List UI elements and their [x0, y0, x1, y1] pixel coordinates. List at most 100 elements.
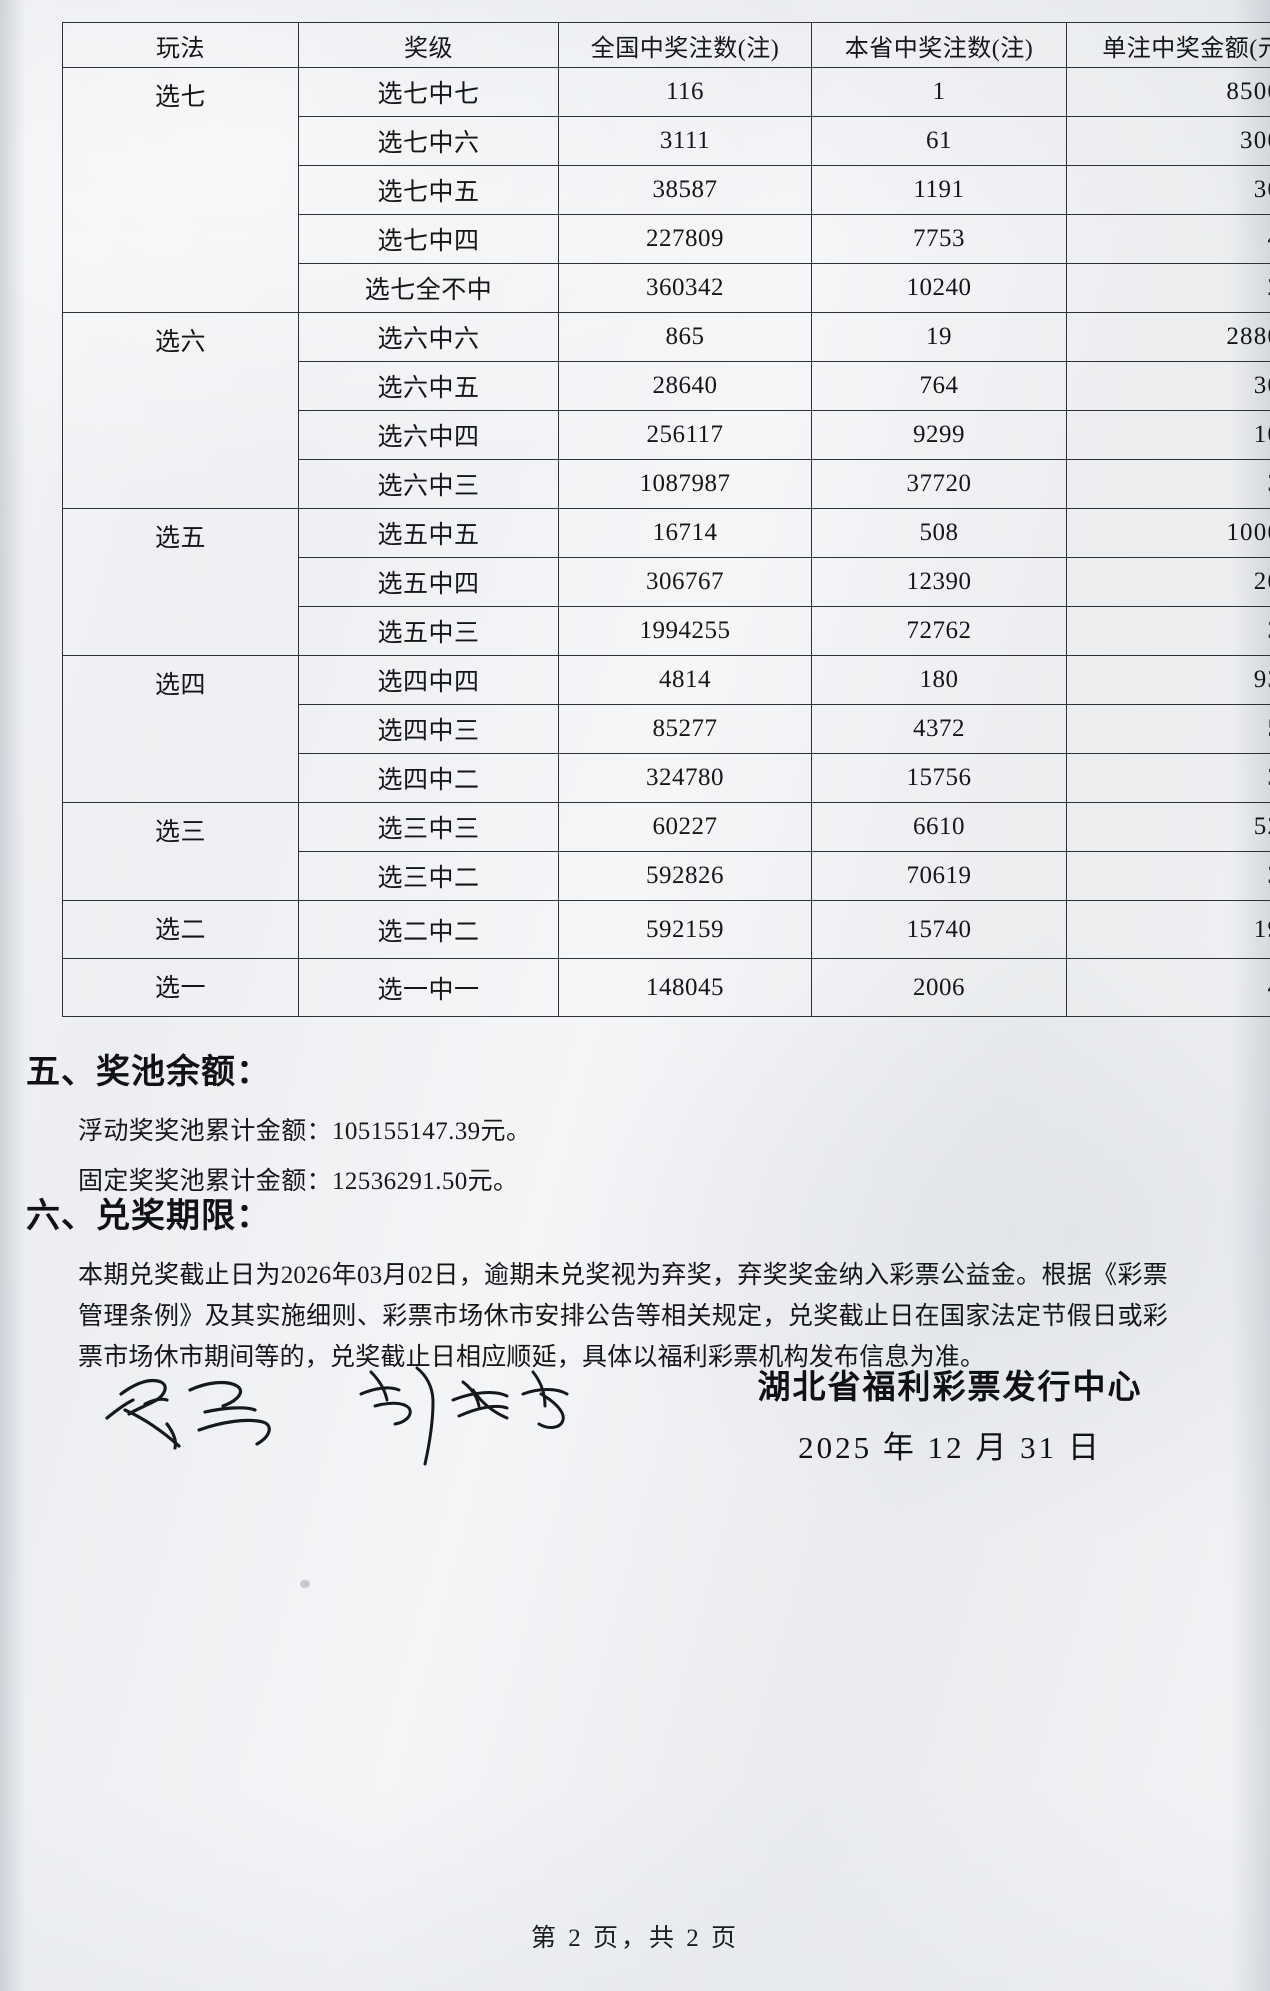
cell-prize-level: 选七中四	[298, 214, 559, 264]
cell-province-count: 7753	[811, 214, 1067, 264]
cell-prize-amount: 10.00	[1066, 410, 1270, 460]
paper-smudge	[300, 1580, 310, 1588]
cell-prize-level: 选五中四	[298, 557, 559, 607]
cell-prize-level: 选六中六	[298, 312, 559, 362]
cell-national-count: 3111	[558, 116, 812, 166]
column-header-prize-level: 奖级	[298, 22, 559, 68]
cell-prize-level: 选四中二	[298, 753, 559, 803]
cell-national-count: 116	[558, 67, 812, 117]
table-row: 选七中六311161300.00	[63, 116, 1270, 166]
handwritten-signature-1	[95, 1360, 315, 1465]
cell-national-count: 360342	[558, 263, 812, 313]
column-header-prize-amount: 单注中奖金额(元)	[1066, 22, 1270, 68]
cell-prize-amount: 8500.00	[1066, 67, 1270, 117]
cell-prize-amount: 20.00	[1066, 557, 1270, 607]
cell-province-count: 15756	[811, 753, 1067, 803]
section-six-heading: 六、兑奖期限：	[26, 1197, 271, 1235]
table-row: 选七全不中360342102402.00	[63, 263, 1270, 313]
cell-province-count: 180	[811, 655, 1067, 705]
cell-prize-amount: 2880.00	[1066, 312, 1270, 362]
cell-province-count: 61	[811, 116, 1067, 166]
cell-prize-level: 选一中一	[298, 958, 559, 1017]
cell-prize-level: 选四中四	[298, 655, 559, 705]
cell-prize-level: 选七中七	[298, 67, 559, 117]
cell-prize-amount: 3.00	[1066, 459, 1270, 509]
cell-province-count: 508	[811, 508, 1067, 558]
cell-national-count: 85277	[558, 704, 812, 754]
cell-prize-amount: 30.00	[1066, 361, 1270, 411]
cell-prize-amount: 300.00	[1066, 116, 1270, 166]
cell-national-count: 4814	[558, 655, 812, 705]
cell-game-type: 选一	[62, 958, 299, 1017]
cell-national-count: 148045	[558, 958, 812, 1017]
cell-national-count: 256117	[558, 410, 812, 460]
section-claim-deadline: 六、兑奖期限： 本期兑奖截止日为2026年03月02日，逾期未兑奖视为弃奖，弃奖…	[0, 1188, 1270, 1378]
cell-game-type: 选四	[62, 655, 299, 803]
table-row: 选五选五中五167145081000.00	[62, 508, 1270, 656]
cell-national-count: 60227	[558, 802, 812, 852]
claim-deadline-paragraph: 本期兑奖截止日为2026年03月02日，逾期未兑奖视为弃奖，弃奖奖金纳入彩票公益…	[78, 1262, 1168, 1371]
table-row: 选七选七中七11618500.00	[62, 67, 1270, 313]
cell-province-count: 72762	[811, 606, 1067, 656]
table-row: 选四中三8527743725.00	[63, 704, 1270, 754]
cell-prize-level: 选五中三	[298, 606, 559, 656]
cell-prize-level: 选六中五	[298, 361, 559, 411]
cell-game-type: 选七	[62, 67, 299, 313]
cell-national-count: 324780	[558, 753, 812, 803]
column-header-province-count: 本省中奖注数(注)	[811, 22, 1067, 68]
table-row: 选三中二592826706193.00	[63, 851, 1270, 901]
cell-prize-amount: 2.00	[1066, 263, 1270, 313]
cell-national-count: 592159	[558, 900, 812, 959]
table-row: 选六中五2864076430.00	[63, 361, 1270, 411]
cell-prize-level: 选三中三	[298, 802, 559, 852]
cell-prize-amount: 3.00	[1066, 851, 1270, 901]
cell-province-count: 6610	[811, 802, 1067, 852]
prize-table-body: 选七选七中七11618500.00选七中六311161300.00选七中五385…	[62, 67, 1270, 1017]
cell-game-type: 选二	[62, 900, 299, 959]
paper-edge-left	[0, 0, 26, 1991]
cell-national-count: 865	[558, 312, 812, 362]
cell-province-count: 9299	[811, 410, 1067, 460]
table-row: 选五中四3067671239020.00	[63, 557, 1270, 607]
column-header-game: 玩法	[62, 22, 299, 68]
page-footer: 第 2 页，共 2 页	[530, 1925, 739, 1952]
section-five-heading: 五、奖池余额：	[26, 1053, 271, 1091]
fixed-prize-pool-amount: 固定奖奖池累计金额：12536291.50元。	[78, 1168, 519, 1195]
cell-prize-amount: 19.00	[1066, 900, 1270, 959]
prize-table-container: 玩法 奖级 全国中奖注数(注) 本省中奖注数(注) 单注中奖金额(元) 选七选七…	[62, 22, 1270, 1017]
cell-province-count: 37720	[811, 459, 1067, 509]
cell-prize-level: 选四中三	[298, 704, 559, 754]
handwritten-signature-2	[355, 1354, 585, 1469]
cell-prize-amount: 4.50	[1066, 958, 1270, 1017]
cell-game-type: 选六	[62, 312, 299, 509]
table-row: 选四选四中四481418093.00	[62, 655, 1270, 803]
cell-province-count: 70619	[811, 851, 1067, 901]
cell-national-count: 16714	[558, 508, 812, 558]
table-row: 选六中三1087987377203.00	[63, 459, 1270, 509]
table-row: 选六中四256117929910.00	[63, 410, 1270, 460]
cell-prize-level: 选三中二	[298, 851, 559, 901]
cell-province-count: 764	[811, 361, 1067, 411]
cell-prize-amount: 3.00	[1066, 606, 1270, 656]
prize-table: 玩法 奖级 全国中奖注数(注) 本省中奖注数(注) 单注中奖金额(元) 选七选七…	[62, 22, 1270, 1017]
cell-prize-level: 选七中五	[298, 165, 559, 215]
cell-prize-level: 选七全不中	[298, 263, 559, 313]
cell-prize-amount: 93.00	[1066, 655, 1270, 705]
cell-prize-amount: 30.00	[1066, 165, 1270, 215]
table-row: 选一选一中一14804520064.50	[62, 958, 1270, 1017]
cell-national-count: 28640	[558, 361, 812, 411]
cell-game-type: 选三	[62, 802, 299, 901]
table-row: 选二选二中二5921591574019.00	[62, 900, 1270, 959]
cell-prize-amount: 52.00	[1066, 802, 1270, 852]
cell-province-count: 15740	[811, 900, 1067, 959]
issuer-block: 湖北省福利彩票发行中心 2025 年 12 月 31 日	[700, 1360, 1200, 1467]
cell-province-count: 4372	[811, 704, 1067, 754]
prize-table-header: 玩法 奖级 全国中奖注数(注) 本省中奖注数(注) 单注中奖金额(元)	[62, 22, 1270, 68]
cell-prize-level: 选六中四	[298, 410, 559, 460]
cell-province-count: 1	[811, 67, 1067, 117]
table-header-row: 玩法 奖级 全国中奖注数(注) 本省中奖注数(注) 单注中奖金额(元)	[62, 22, 1270, 68]
cell-prize-amount: 5.00	[1066, 704, 1270, 754]
cell-national-count: 592826	[558, 851, 812, 901]
cell-prize-amount: 4.00	[1066, 214, 1270, 264]
